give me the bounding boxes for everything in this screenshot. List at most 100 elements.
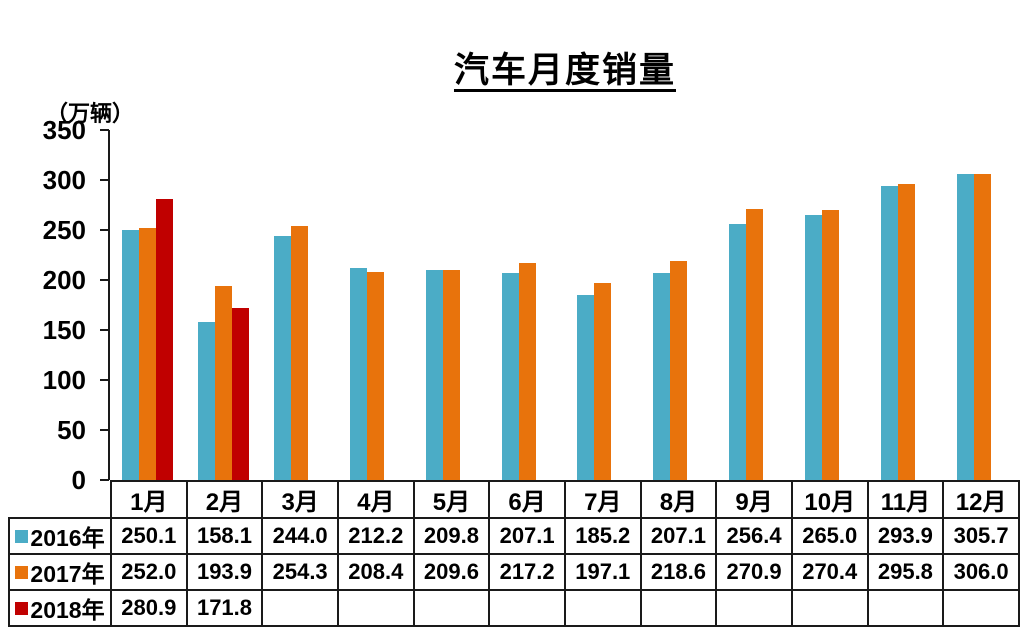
- month-header-cell: 2月: [185, 480, 264, 517]
- y-axis-unit-label: （万辆）: [46, 101, 135, 126]
- legend-swatch-icon: [15, 565, 29, 579]
- month-header-cell: 3月: [261, 480, 339, 517]
- value-cell: 265.0: [790, 517, 869, 555]
- y-tick-label: 50: [57, 415, 86, 445]
- value-cell: [866, 589, 945, 627]
- value-cell: [790, 589, 869, 627]
- bar-2016年-2月: [198, 321, 216, 480]
- y-axis-line: [108, 130, 110, 480]
- value-cell: 306.0: [942, 553, 1020, 591]
- bar-2017年-2月: [215, 286, 233, 480]
- value-cell: 305.7: [942, 517, 1020, 555]
- bar-group-6月: [489, 130, 565, 480]
- y-tick-label: 350: [42, 115, 86, 145]
- bar-2018年-1月: [156, 199, 174, 480]
- value-cell: 295.8: [866, 553, 945, 591]
- bar-2016年-11月: [880, 186, 898, 480]
- value-cell: 197.1: [563, 553, 642, 591]
- bar-2017年-6月: [518, 262, 536, 480]
- value-cell: 171.8: [185, 589, 264, 627]
- bar-2017年-8月: [670, 261, 688, 480]
- row-header-cell: 2018年: [8, 589, 112, 627]
- value-cell: 270.9: [715, 553, 793, 591]
- value-cell: 208.4: [336, 553, 415, 591]
- legend-swatch-icon: [15, 529, 29, 543]
- bar-2016年-4月: [349, 267, 367, 480]
- month-header-row: 1月 2月 3月 4月 5月 6月 7月 8月 9月 10月 11月 12月: [110, 480, 1020, 517]
- bar-group-9月: [717, 130, 793, 480]
- bar-2017年-11月: [897, 184, 915, 480]
- plot-area: [110, 130, 1020, 480]
- value-cell: 250.1: [110, 517, 188, 555]
- y-tick-mark: [100, 279, 109, 281]
- legend-entry: 2016年: [11, 520, 109, 552]
- bar-group-4月: [338, 130, 414, 480]
- data-table: 2016年 250.1 158.1 244.0 212.2 209.8 207.1 185.2…: [8, 517, 1020, 627]
- y-tick-mark: [100, 379, 109, 381]
- value-cell: 256.4: [715, 517, 793, 555]
- bar-2016年-7月: [577, 294, 595, 480]
- bar-2016年-9月: [729, 223, 747, 480]
- month-header-cell: 12月: [942, 480, 1020, 517]
- value-cell: [563, 589, 642, 627]
- value-cell: 254.3: [261, 553, 339, 591]
- y-tick-mark: [100, 429, 109, 431]
- bar-group-2月: [186, 130, 262, 480]
- value-cell: [715, 589, 793, 627]
- y-tick-mark: [100, 179, 109, 181]
- series-label: 2017年: [30, 561, 105, 587]
- value-cell: 209.6: [412, 553, 491, 591]
- bar-group-7月: [565, 130, 641, 480]
- bar-2017年-5月: [442, 270, 460, 480]
- value-cell: 270.4: [790, 553, 869, 591]
- month-header-cell: 9月: [715, 480, 793, 517]
- value-cell: 209.8: [412, 517, 491, 555]
- value-cell: [639, 589, 718, 627]
- y-tick-mark: [100, 479, 109, 481]
- y-tick-label: 150: [42, 315, 86, 345]
- month-header-cell: 7月: [563, 480, 642, 517]
- bar-2016年-8月: [653, 272, 671, 480]
- legend-entry: 2017年: [11, 556, 109, 588]
- month-header-cell: 4月: [336, 480, 415, 517]
- month-header-cell: 8月: [639, 480, 718, 517]
- legend-swatch-icon: [15, 601, 29, 615]
- legend-entry: 2018年: [11, 592, 109, 624]
- bar-2017年-3月: [291, 225, 309, 480]
- value-cell: 185.2: [563, 517, 642, 555]
- bar-2017年-9月: [746, 209, 764, 480]
- bar-2016年-1月: [122, 229, 140, 480]
- bar-group-11月: [868, 130, 944, 480]
- bar-2016年-5月: [425, 270, 443, 480]
- month-header-cell: 5月: [412, 480, 491, 517]
- table-row: 2018年 280.9 171.8: [8, 589, 1020, 627]
- bar-2017年-1月: [139, 228, 157, 480]
- y-tick-label: 300: [42, 165, 86, 195]
- value-cell: 158.1: [185, 517, 264, 555]
- row-header-cell: 2017年: [8, 553, 112, 591]
- month-header-cell: 10月: [790, 480, 869, 517]
- chart-title: 汽车月度销量: [453, 51, 676, 90]
- bar-2016年-3月: [274, 236, 292, 480]
- value-cell: [412, 589, 491, 627]
- bar-group-3月: [262, 130, 338, 480]
- bar-group-8月: [641, 130, 717, 480]
- y-tick-label: 100: [42, 365, 86, 395]
- bar-2016年-12月: [956, 174, 974, 480]
- month-header-cell: 11月: [866, 480, 945, 517]
- series-label: 2016年: [30, 525, 105, 551]
- value-cell: 244.0: [261, 517, 339, 555]
- value-cell: 212.2: [336, 517, 415, 555]
- bar-group-5月: [413, 130, 489, 480]
- table-row: 1月 2月 3月 4月 5月 6月 7月 8月 9月 10月 11月 12月: [110, 480, 1020, 517]
- value-cell: 218.6: [639, 553, 718, 591]
- value-cell: [488, 589, 566, 627]
- bar-group-12月: [944, 130, 1020, 480]
- y-tick-label: 0: [71, 465, 86, 495]
- bar-2016年-10月: [804, 215, 822, 480]
- bar-2017年-10月: [821, 209, 839, 480]
- bar-2016年-6月: [501, 272, 519, 480]
- value-cell: 252.0: [110, 553, 188, 591]
- value-cell: 193.9: [185, 553, 264, 591]
